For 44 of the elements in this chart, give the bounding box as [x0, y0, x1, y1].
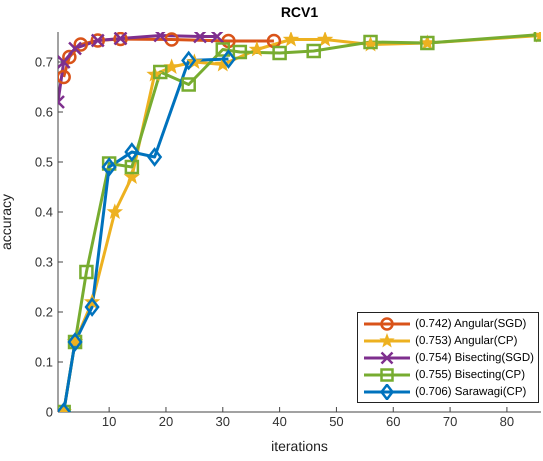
x-tick-label: 20 — [158, 414, 174, 430]
point — [164, 32, 179, 47]
point — [107, 204, 122, 218]
legend-label: (0.754) Bisecting(SGD) — [415, 352, 534, 364]
point — [318, 32, 332, 46]
y-tick-label: 0.5 — [34, 154, 53, 170]
point — [68, 41, 82, 56]
y-tick-label: 0.6 — [34, 104, 53, 120]
point — [124, 160, 140, 174]
point — [79, 264, 94, 280]
x-axis-title: iterations — [271, 438, 328, 454]
x-tick-label: 50 — [329, 414, 344, 430]
x-tick-label: 40 — [272, 414, 287, 430]
point — [284, 32, 298, 46]
point — [181, 51, 196, 70]
legend-label: (0.706) Sarawagi(CP) — [415, 386, 526, 398]
point — [164, 59, 179, 74]
point — [147, 148, 162, 166]
legend-label: (0.753) Angular(CP) — [415, 334, 518, 346]
point — [84, 298, 100, 316]
point — [102, 158, 116, 176]
x-tick-label: 60 — [386, 414, 400, 430]
point — [153, 64, 168, 80]
point — [232, 44, 248, 60]
y-tick-label: 0 — [46, 404, 53, 420]
y-tick-label: 0.3 — [34, 254, 53, 270]
legend-label: (0.742) Angular(SGD) — [415, 318, 526, 330]
y-axis-title: accuracy — [0, 194, 14, 250]
point — [272, 46, 287, 60]
point — [181, 77, 196, 92]
x-tick-label: 10 — [102, 414, 116, 430]
chart-title: RCV1 — [280, 4, 320, 20]
point — [58, 54, 71, 70]
x-tick-label: 70 — [442, 414, 458, 430]
x-tick-label: 80 — [500, 414, 514, 430]
point — [221, 50, 236, 68]
y-tick-label: 0.4 — [34, 204, 53, 220]
y-tick-label: 0.2 — [34, 304, 53, 320]
x-tick-label: 30 — [216, 414, 230, 430]
y-tick-label: 0.7 — [34, 54, 53, 70]
point — [306, 44, 321, 58]
point — [124, 142, 140, 162]
legend-label: (0.755) Bisecting(CP) — [415, 368, 526, 380]
y-tick-label: 0.1 — [34, 354, 53, 370]
